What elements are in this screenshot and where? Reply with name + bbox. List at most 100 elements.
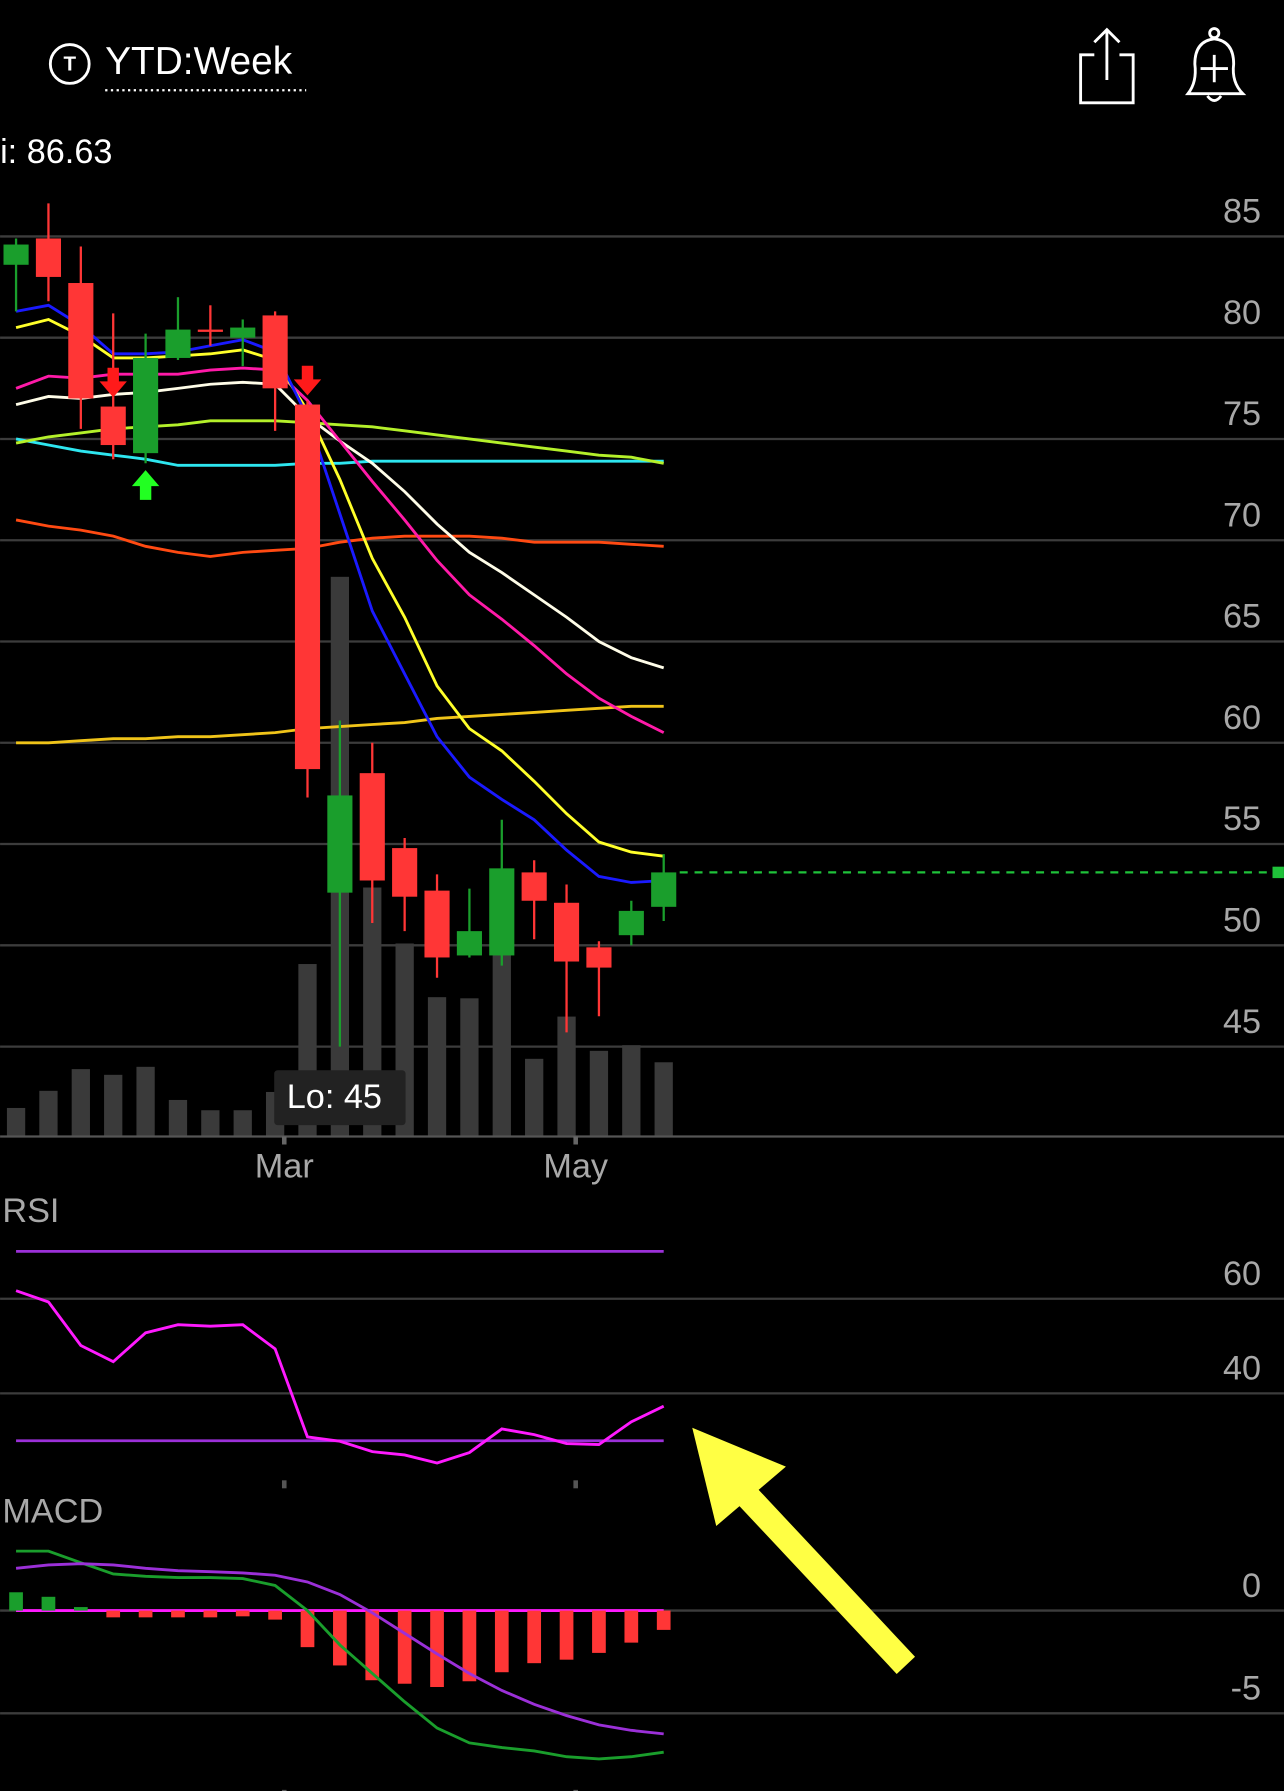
histogram-bar (73, 1607, 88, 1611)
range-title[interactable]: YTD:Week (105, 40, 293, 83)
candle-body (197, 329, 223, 332)
histogram-bar (171, 1610, 185, 1618)
ticker-icon[interactable] (48, 43, 91, 85)
moving-average (15, 366, 665, 734)
histogram-bar (462, 1610, 477, 1682)
header: T YTD:Week (48, 27, 1247, 105)
candle-body (521, 872, 547, 901)
histogram-bar (430, 1610, 444, 1688)
y-tick-label: -5 (1231, 1670, 1261, 1708)
histogram-bar (397, 1610, 412, 1684)
x-tick-label: Mar (255, 1148, 314, 1186)
histogram-bar (138, 1610, 153, 1618)
y-tick-label: 85 (1223, 193, 1261, 231)
histogram-bar (106, 1610, 121, 1618)
volume-bar (589, 1050, 609, 1137)
low-label: Lo: 45 (287, 1078, 382, 1116)
sell-signal (99, 367, 127, 398)
histogram-bar (527, 1610, 542, 1664)
y-tick-label: 55 (1223, 800, 1261, 838)
candle-body (262, 315, 288, 389)
y-tick-label: 60 (1223, 699, 1261, 737)
volume-bar (654, 1062, 673, 1137)
histogram-bar (333, 1610, 347, 1666)
volume-bar (168, 1099, 188, 1137)
annotation-arrow (692, 1427, 916, 1674)
histogram-bar (203, 1610, 218, 1618)
volume-bar (201, 1110, 220, 1137)
histogram-bar (300, 1610, 315, 1648)
histogram-bar (235, 1610, 250, 1617)
alert-icon[interactable] (1185, 27, 1247, 102)
share-icon[interactable] (1079, 27, 1135, 105)
candle-body (133, 357, 159, 454)
volume-bar (6, 1107, 26, 1137)
arrow-shaft (727, 1476, 916, 1674)
candle-body (35, 238, 62, 277)
candle-body (327, 795, 353, 893)
series-line (15, 1289, 665, 1465)
y-tick-label: 70 (1223, 496, 1261, 534)
candle-body (100, 406, 126, 446)
histogram-bar (592, 1610, 606, 1653)
y-tick-label: 80 (1223, 294, 1261, 332)
y-tick-label: 50 (1223, 902, 1261, 940)
volume-bar (557, 1016, 576, 1137)
candle-body (424, 890, 450, 958)
histogram-bar (268, 1610, 282, 1620)
high-label: i: 86.63 (0, 133, 112, 171)
histogram-bar (559, 1610, 574, 1660)
moving-average (15, 518, 664, 558)
x-tick-label: May (543, 1148, 609, 1186)
volume-bar (71, 1069, 90, 1137)
histogram-bar (656, 1610, 671, 1630)
volume-bar (525, 1058, 544, 1137)
buy-signal (131, 470, 160, 500)
histogram-bar (494, 1610, 509, 1673)
histogram-bar (624, 1610, 639, 1643)
histogram-bar (9, 1592, 23, 1611)
y-tick-label: 65 (1223, 598, 1261, 636)
y-tick-label: 45 (1223, 1003, 1261, 1041)
volume-bar (136, 1066, 155, 1137)
moving-average (15, 317, 664, 858)
ticker-icon-letter: T (63, 53, 76, 76)
moving-average (15, 437, 664, 467)
volume-bar (104, 1074, 123, 1137)
candle-body (3, 244, 29, 265)
sell-signal (293, 365, 322, 396)
volume-bar (233, 1110, 252, 1137)
y-tick-label: 75 (1223, 395, 1261, 433)
candle-body (392, 848, 418, 897)
y-tick-label: 0 (1242, 1567, 1261, 1605)
candle-body (553, 902, 580, 962)
series-line (16, 1549, 664, 1761)
candle-body (68, 283, 94, 399)
low-label-box (274, 1070, 406, 1126)
volume-bar (460, 998, 479, 1137)
panel-title: RSI (2, 1192, 59, 1230)
candle-body (586, 947, 612, 968)
histogram-bar (41, 1596, 56, 1611)
arrow-head (692, 1427, 786, 1527)
volume-bar (492, 953, 511, 1137)
volume-bar (622, 1045, 641, 1137)
y-tick-label: 40 (1223, 1350, 1261, 1388)
panel-title: MACD (2, 1492, 103, 1530)
candle-body (359, 773, 385, 881)
volume-bar (427, 997, 447, 1137)
candle-body (165, 329, 191, 358)
series-line (15, 1562, 664, 1736)
last-price-marker (1272, 866, 1284, 879)
candle-body (618, 910, 644, 936)
y-tick-label: 60 (1223, 1255, 1261, 1293)
candle-body (489, 868, 515, 956)
volume-bar (39, 1090, 58, 1137)
candle-body (294, 404, 321, 770)
candle-body (230, 327, 256, 338)
candle-body (651, 872, 677, 907)
candle-body (456, 931, 482, 956)
moving-average (15, 303, 664, 884)
